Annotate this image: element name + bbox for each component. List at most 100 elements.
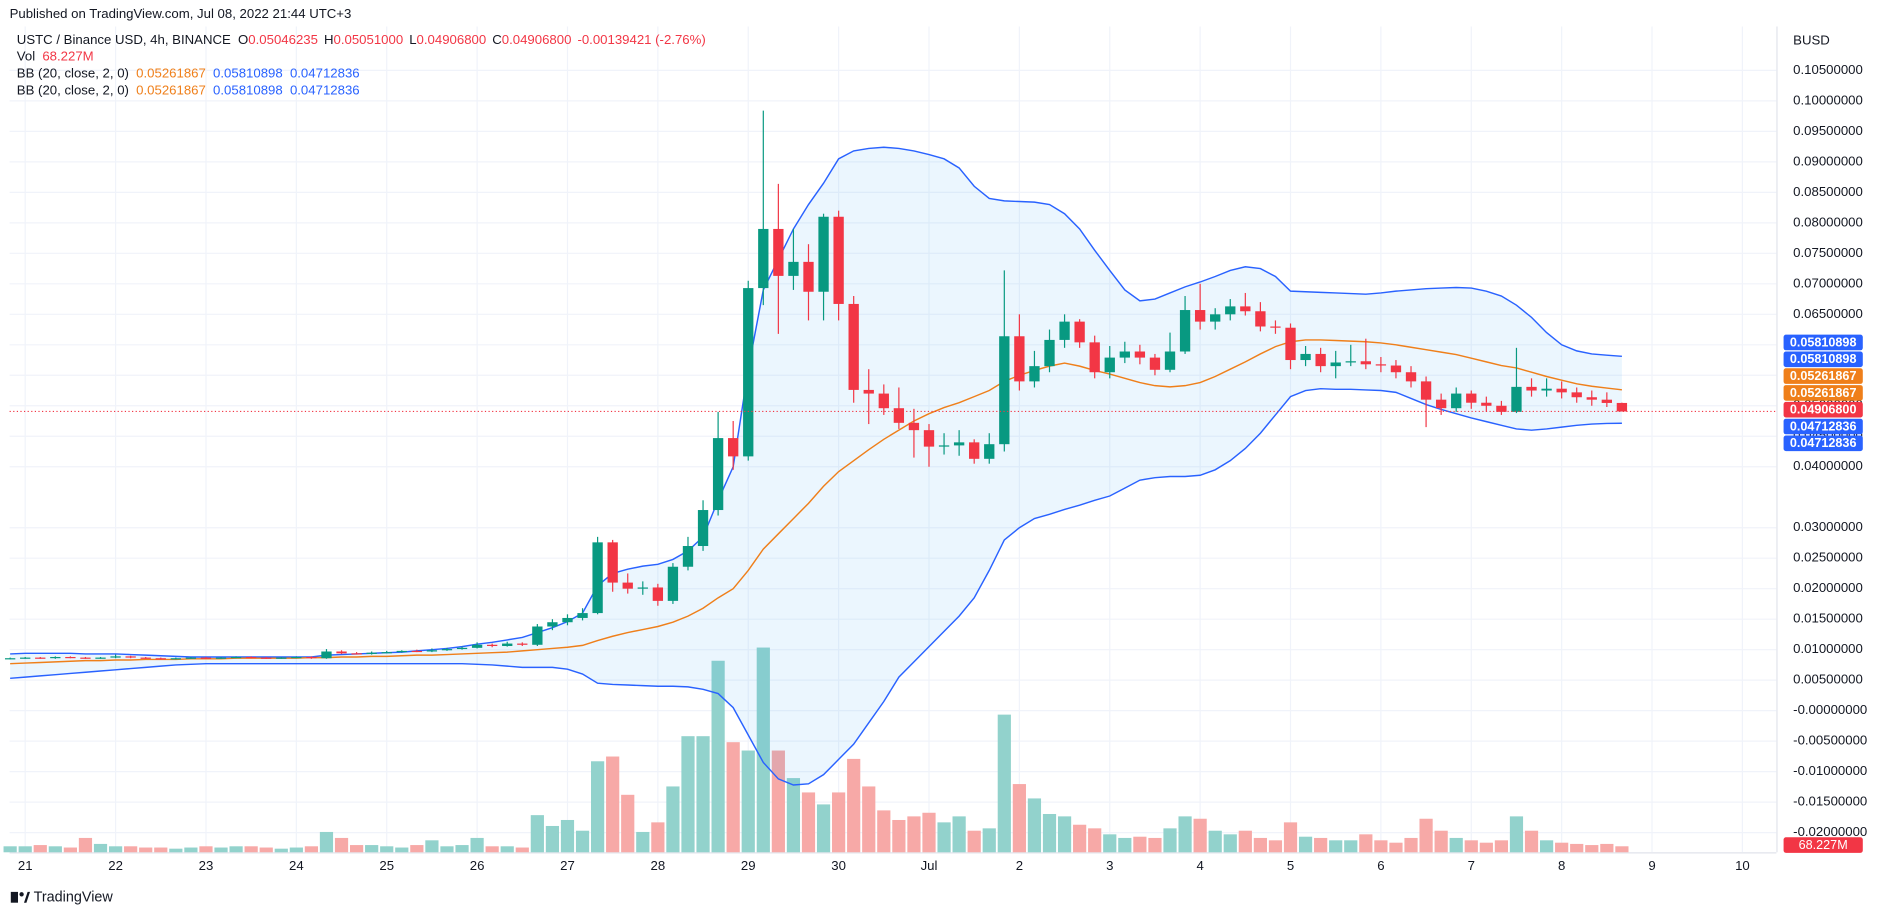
candle-body bbox=[532, 626, 543, 645]
candle-body bbox=[773, 228, 784, 276]
legend-line: USTC / Binance USD, 4h, BINANCE O0.050462… bbox=[17, 32, 706, 47]
volume-bar bbox=[1570, 843, 1584, 853]
price-label-text: 0.05261867 bbox=[1790, 386, 1857, 400]
candle-body bbox=[411, 650, 423, 653]
legend-indicator-value: 0.05261867 bbox=[136, 83, 206, 98]
y-tick-label: 0.08500000 bbox=[1793, 184, 1863, 199]
legend-indicator-value: 0.04712836 bbox=[290, 83, 360, 98]
volume-bar bbox=[274, 848, 288, 853]
candle-body bbox=[833, 216, 844, 304]
volume-bar bbox=[1012, 784, 1026, 853]
volume-bar bbox=[63, 847, 77, 853]
x-tick-label: 24 bbox=[289, 858, 304, 873]
candle-body bbox=[1556, 388, 1567, 393]
volume-bar bbox=[1208, 830, 1222, 853]
volume-bar bbox=[1057, 816, 1072, 853]
volume-bar bbox=[1283, 822, 1298, 853]
price-label: 0.04906800 bbox=[1783, 401, 1863, 418]
candle-body bbox=[1014, 336, 1025, 382]
x-tick-label: 3 bbox=[1106, 858, 1113, 873]
volume-bar bbox=[1268, 840, 1283, 853]
candle-body bbox=[1511, 386, 1522, 412]
y-tick-label: 0.09500000 bbox=[1793, 123, 1863, 138]
candle-body bbox=[908, 422, 920, 431]
candle-body bbox=[441, 649, 453, 651]
price-label-box bbox=[1783, 385, 1863, 401]
y-tick-label: -0.00000000 bbox=[1793, 702, 1867, 717]
candle-body bbox=[80, 657, 91, 659]
volume-bar bbox=[1223, 834, 1237, 853]
candle-body bbox=[1601, 399, 1613, 403]
band-line bbox=[10, 387, 1622, 786]
candle-body bbox=[1315, 353, 1326, 367]
volume-bar bbox=[1374, 840, 1388, 853]
volume-bar bbox=[244, 846, 258, 853]
published-note: Published on TradingView.com, Jul 08, 20… bbox=[10, 6, 352, 21]
candle-body bbox=[1119, 351, 1130, 358]
candle-body bbox=[1571, 392, 1582, 398]
volume-bar bbox=[1314, 837, 1328, 853]
candle-body bbox=[1526, 386, 1537, 391]
candle-body bbox=[1240, 306, 1251, 312]
x-tick-label: 10 bbox=[1735, 858, 1750, 873]
candle-body bbox=[728, 438, 739, 457]
candle-body bbox=[50, 656, 61, 659]
volume-bar bbox=[606, 756, 620, 853]
y-tick-label: 0.07000000 bbox=[1793, 275, 1863, 290]
candle-body bbox=[938, 445, 950, 447]
price-label: 0.05810898 bbox=[1783, 351, 1863, 368]
legend-indicator-name: BB (20, close, 2, 0) bbox=[17, 83, 129, 98]
y-tick-label: 0.10000000 bbox=[1793, 92, 1863, 107]
volume-bar bbox=[1404, 837, 1418, 853]
volume-bar bbox=[18, 846, 32, 853]
volume-bar bbox=[410, 845, 424, 853]
y-tick-label: 0.04000000 bbox=[1793, 458, 1863, 473]
volume-bar bbox=[334, 837, 349, 853]
candle-body bbox=[577, 613, 588, 618]
y-tick-label: 0.02000000 bbox=[1793, 580, 1863, 595]
volume-bar bbox=[1238, 830, 1252, 853]
y-tick-label: 0.08000000 bbox=[1793, 214, 1863, 229]
volume-bar bbox=[304, 846, 319, 853]
x-tick-label: 4 bbox=[1196, 858, 1203, 873]
candle-body bbox=[788, 261, 799, 276]
volume-bar bbox=[93, 843, 108, 853]
volume-bar bbox=[1585, 845, 1599, 853]
y-tick-label: 0.10500000 bbox=[1793, 62, 1863, 77]
price-label-box bbox=[1783, 351, 1863, 368]
volume-bar bbox=[1600, 843, 1614, 853]
legend-key: L bbox=[409, 32, 416, 47]
candle-body bbox=[1164, 351, 1176, 370]
volume-bar bbox=[1449, 837, 1463, 853]
volume-bar bbox=[395, 847, 409, 853]
volume-bar bbox=[1524, 830, 1539, 853]
x-tick-label: 6 bbox=[1377, 858, 1384, 873]
x-tick-label: 28 bbox=[651, 858, 666, 873]
volume-bar bbox=[259, 847, 273, 853]
volume-bar bbox=[862, 786, 876, 853]
candle-body bbox=[502, 643, 513, 647]
candle-body bbox=[547, 622, 558, 627]
volume-bar bbox=[48, 846, 62, 853]
y-tick-label: 0.09000000 bbox=[1793, 153, 1863, 168]
volume bbox=[3, 647, 1629, 853]
candle-body bbox=[622, 582, 633, 589]
y-tick-label: 0.01000000 bbox=[1793, 641, 1863, 656]
volume-label-box bbox=[1783, 837, 1863, 853]
legend-value: 0.05046235 bbox=[248, 32, 318, 47]
price-label-text: 0.05810898 bbox=[1790, 335, 1857, 349]
y-tick-label: 0.06500000 bbox=[1793, 306, 1863, 321]
candle-body bbox=[652, 587, 664, 601]
candle-body bbox=[35, 657, 46, 659]
band-fill bbox=[10, 147, 1622, 786]
volume-bar bbox=[575, 830, 590, 853]
y-tick-label: 0.00500000 bbox=[1793, 672, 1863, 687]
candle-body bbox=[712, 438, 724, 511]
volume-bar bbox=[982, 828, 996, 853]
candle-body bbox=[743, 288, 754, 457]
brand-logo: TradingView bbox=[10, 890, 113, 906]
candle-body bbox=[170, 658, 181, 660]
legend-volume-value: 68.227M bbox=[42, 49, 93, 64]
volume-bar bbox=[997, 714, 1011, 853]
volume-bar bbox=[124, 846, 138, 853]
